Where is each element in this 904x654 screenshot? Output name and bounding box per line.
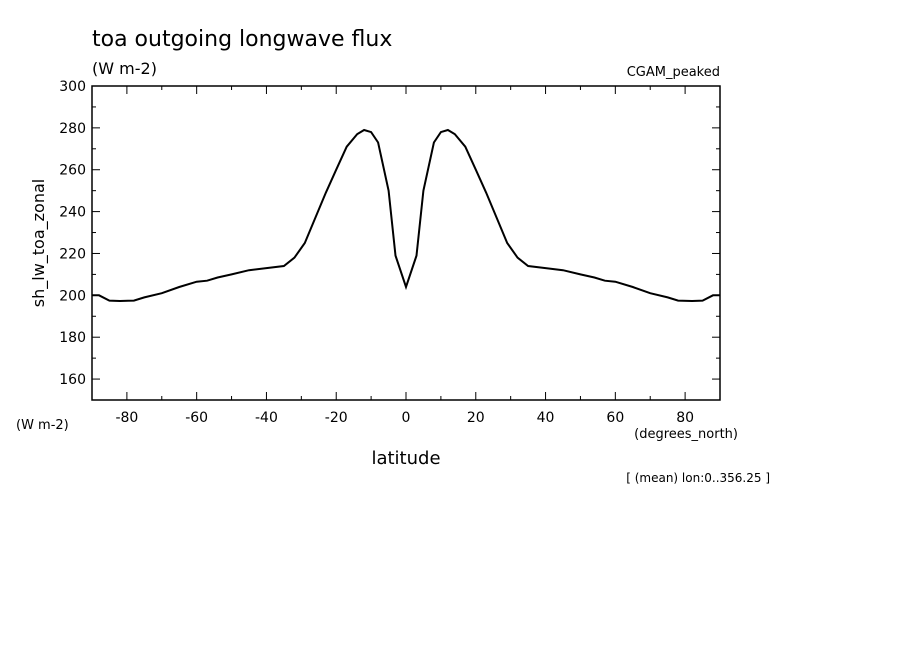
x-tick-label: -80 xyxy=(115,410,138,426)
y-tick-label: 160 xyxy=(59,372,86,388)
y-tick-label: 260 xyxy=(59,163,86,179)
y-tick-label: 300 xyxy=(59,79,86,95)
x-tick-label: -20 xyxy=(325,410,348,426)
x-axis-ticks: -80 -60 -40 -20 0 20 40 60 80 xyxy=(115,86,694,426)
y-tick-label: 220 xyxy=(59,246,86,262)
x-tick-label: -60 xyxy=(185,410,208,426)
y-tick-label: 240 xyxy=(59,205,86,221)
plot-frame xyxy=(91,85,721,401)
chart-title: toa outgoing longwave flux xyxy=(92,27,392,52)
dataset-label: CGAM_peaked xyxy=(627,65,720,80)
x-tick-label: 40 xyxy=(537,410,555,426)
y-tick-label: 180 xyxy=(59,330,86,346)
x-tick-label: 20 xyxy=(467,410,485,426)
y-axis-ticks: 160 180 200 220 240 260 280 300 xyxy=(59,79,720,388)
chart-subtitle: (W m-2) xyxy=(92,59,157,78)
x-tick-label: 80 xyxy=(676,410,694,426)
y-axis-label: sh_lw_toa_zonal xyxy=(29,179,49,307)
x-tick-label: -40 xyxy=(255,410,278,426)
x-tick-label: 0 xyxy=(402,410,411,426)
y-tick-label: 280 xyxy=(59,121,86,137)
x-tick-label: 60 xyxy=(606,410,624,426)
y-tick-label: 200 xyxy=(59,288,86,304)
footnote: [ (mean) lon:0..356.25 ] xyxy=(626,471,770,485)
x-axis-units: (degrees_north) xyxy=(634,427,738,442)
y-axis-units: (W m-2) xyxy=(16,418,69,433)
minor-ticks xyxy=(91,86,721,401)
series-line xyxy=(92,128,720,303)
x-axis-label: latitude xyxy=(371,448,440,469)
